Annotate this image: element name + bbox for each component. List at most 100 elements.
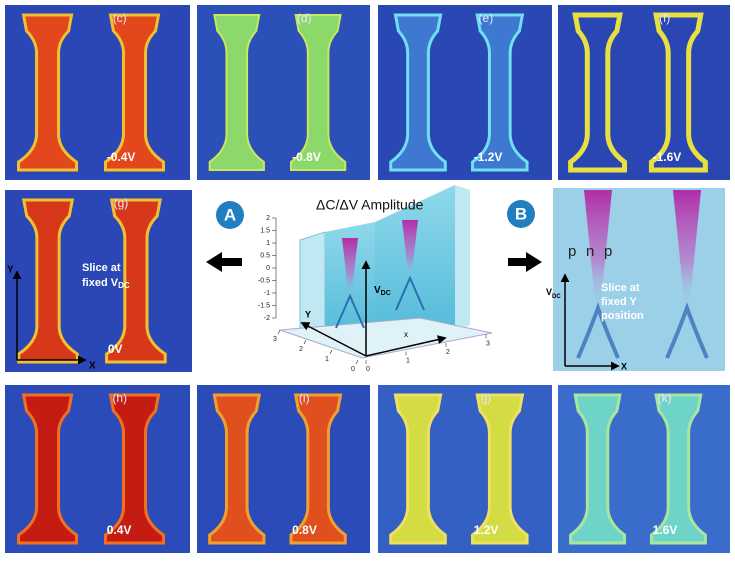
tick-mark xyxy=(277,329,281,335)
note: position xyxy=(601,310,644,322)
device xyxy=(389,13,447,172)
tick-label: 1.5 xyxy=(260,227,270,234)
tick-label: 0 xyxy=(351,366,355,373)
trace xyxy=(576,302,620,359)
trace xyxy=(342,238,358,298)
tick-mark xyxy=(355,359,359,365)
panel-label: (j) xyxy=(481,391,492,405)
device xyxy=(17,393,79,545)
device xyxy=(208,14,265,171)
axis-arrow xyxy=(365,335,447,357)
voltage-label: 0V xyxy=(108,342,123,356)
axis-label: X xyxy=(89,361,96,372)
tick-label: 0 xyxy=(266,265,270,272)
axis-label: X xyxy=(621,361,627,371)
voltage-label: 1.2V xyxy=(474,523,499,537)
tick-mark xyxy=(329,349,333,355)
trace xyxy=(673,190,701,310)
trace xyxy=(665,302,709,359)
trace xyxy=(584,190,612,310)
panel-label: (d) xyxy=(297,11,312,25)
axis-label: Y xyxy=(305,309,311,319)
device xyxy=(389,393,447,545)
voltage-label: -0.8V xyxy=(292,150,321,164)
axis-label-main: V xyxy=(374,285,381,296)
panel-label: (i) xyxy=(299,391,310,405)
note-main: fixed V xyxy=(82,277,119,289)
axis-label: x xyxy=(404,330,408,339)
axis-label: Y xyxy=(7,265,14,276)
note: Slice at xyxy=(601,282,640,294)
content: (c) -0.4V (d) -0.8V (e) -1.2V (f) -1.6V (h) 0.4V (… xyxy=(5,5,730,553)
tick-label: 3 xyxy=(486,340,490,347)
floor xyxy=(279,317,493,359)
wall xyxy=(299,231,326,336)
tick-label: 2 xyxy=(299,346,303,353)
device xyxy=(568,12,628,173)
device xyxy=(569,393,627,545)
device xyxy=(208,393,266,545)
voltage-label: -1.2V xyxy=(474,150,503,164)
panel-label: (k) xyxy=(658,391,672,405)
trace xyxy=(402,220,418,280)
note: fixed VDC xyxy=(82,277,130,290)
plot-title: ΔC/ΔV Amplitude xyxy=(316,197,424,213)
tick-label: 1 xyxy=(266,240,270,247)
tick-label: 1 xyxy=(406,357,410,364)
voltage-label: -0.4V xyxy=(107,150,136,164)
note: fixed Y xyxy=(601,296,638,308)
voltage-label: 1.6V xyxy=(653,523,678,537)
note-sub: DC xyxy=(118,281,130,290)
axis-label-sub: DC xyxy=(552,294,561,300)
marker-badge xyxy=(216,201,244,229)
tick-label: 1 xyxy=(325,356,329,363)
device xyxy=(648,12,708,173)
big-arrow xyxy=(206,252,242,272)
tick-label: 0 xyxy=(366,366,370,373)
device xyxy=(471,393,529,545)
marker-letter: B xyxy=(515,204,527,223)
device xyxy=(104,393,165,545)
tick-label: -2 xyxy=(264,315,270,322)
device xyxy=(104,13,165,172)
axis-arrow xyxy=(300,322,367,357)
region-label: p xyxy=(568,243,576,260)
axis-label-main: V xyxy=(546,287,552,297)
trace xyxy=(335,293,365,329)
region-label: n xyxy=(586,243,594,260)
panel-label: (g) xyxy=(114,196,129,210)
panel-label: (f) xyxy=(659,11,670,25)
device xyxy=(649,393,707,545)
panel-label: (h) xyxy=(112,391,127,405)
voltage-label: 0.8V xyxy=(292,523,317,537)
trace xyxy=(395,275,425,311)
tick-mark xyxy=(303,339,307,345)
device xyxy=(17,198,79,364)
tick-label: -0.5 xyxy=(258,277,270,284)
tick-label: 3 xyxy=(273,336,277,343)
device xyxy=(17,13,79,172)
tick-label: 2 xyxy=(446,349,450,356)
marker-badge xyxy=(507,200,535,228)
tick-label: 2 xyxy=(266,215,270,222)
big-arrow xyxy=(508,252,542,272)
device xyxy=(105,198,167,364)
voltage-label: -1.6V xyxy=(653,150,682,164)
device xyxy=(289,393,347,545)
axis-label: VDC xyxy=(546,287,561,299)
panel-label: (c) xyxy=(113,11,127,25)
note: Slice at xyxy=(82,262,121,274)
tick-label: -1.5 xyxy=(258,302,270,309)
wall xyxy=(375,185,455,348)
marker-letter: A xyxy=(224,205,236,224)
panel-label: (e) xyxy=(479,11,494,25)
tick-label: -1 xyxy=(264,290,270,297)
axis-label: VDC xyxy=(374,285,391,297)
device xyxy=(289,14,347,171)
region-label: p xyxy=(604,243,612,260)
device xyxy=(471,13,529,172)
voltage-label: 0.4V xyxy=(107,523,132,537)
wall xyxy=(455,185,470,330)
tick-label: 0.5 xyxy=(260,252,270,259)
